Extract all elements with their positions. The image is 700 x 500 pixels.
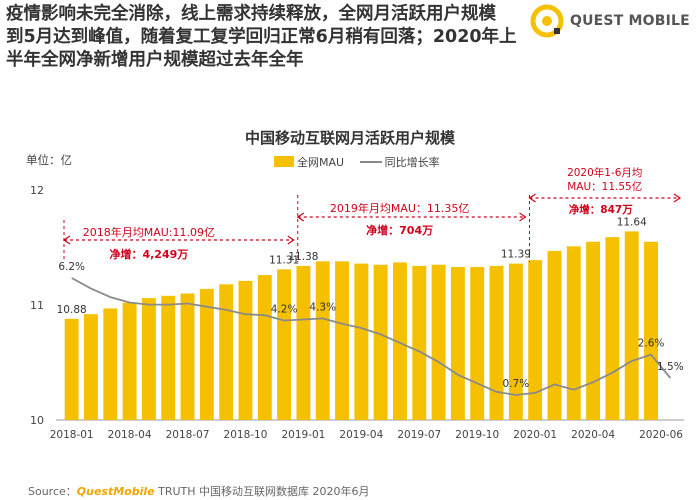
- mau-bar: [547, 250, 562, 420]
- mau-bar: [393, 262, 407, 420]
- annotation-2018-net: 净增：4,249万: [109, 247, 188, 261]
- headline-line-2: 到5月达到峰值，随着复工复学回归正常6月稍有回落；2020年上: [6, 27, 517, 47]
- x-tick-label: 2018-07: [166, 429, 210, 441]
- headline-line-3: 半年全网净新增用户规模超过去年全年: [6, 50, 304, 70]
- x-tick-label: 2020-04: [571, 429, 615, 441]
- annotation-2019-bracket-arrow-left: [296, 212, 305, 222]
- mau-bar: [257, 275, 272, 420]
- annotation-2020-net: 净增：847万: [569, 203, 633, 216]
- annotation-2020-bracket-arrow-right: [673, 193, 682, 203]
- mau-bar: [354, 263, 369, 420]
- logo-text: QUEST MOBILE: [570, 13, 690, 29]
- annotation-2019-bracket-arrow-right: [519, 212, 527, 222]
- x-tick-label: 2019-07: [397, 429, 441, 441]
- mau-bar: [180, 293, 195, 420]
- growth-value-label: 4.3%: [309, 301, 336, 313]
- y-tick-label: 12: [30, 184, 44, 197]
- mau-bar: [566, 246, 581, 420]
- bar-value-label: 11.31: [269, 254, 299, 266]
- growth-value-label: 1.5%: [657, 361, 684, 373]
- x-tick-label: 2019-04: [339, 429, 383, 441]
- mau-bar: [199, 288, 214, 420]
- mau-bar: [644, 241, 658, 420]
- mau-bar: [450, 267, 465, 420]
- unit-label: 单位：亿: [26, 153, 72, 167]
- x-tick-label: 2019-10: [455, 429, 499, 441]
- legend-line-swatch: [359, 161, 382, 163]
- mau-bar: [489, 265, 504, 420]
- x-tick-label: 2019-01: [281, 429, 325, 441]
- annotation-2018-bracket-arrow-left: [62, 235, 71, 245]
- mau-bar: [161, 295, 176, 420]
- x-tick-label: 2018-10: [224, 429, 268, 441]
- growth-value-label: 4.2%: [271, 304, 298, 316]
- legend-item-mau: 全网MAU: [297, 156, 345, 169]
- mau-bar: [586, 241, 601, 420]
- annotation-2018-title: 2018年月均MAU:11.09亿: [83, 225, 215, 239]
- headline: 疫情影响未完全消除，线上需求持续释放，全网月活跃用户规模 到5月达到峰值，随着复…: [6, 3, 517, 72]
- legend-bar-swatch: [274, 156, 294, 167]
- mau-bar: [528, 260, 543, 420]
- mau-bar: [122, 302, 137, 420]
- mau-bar: [605, 237, 620, 420]
- y-tick-label: 10: [30, 414, 44, 427]
- growth-value-label: 6.2%: [58, 261, 85, 273]
- x-tick-label: 2018-04: [108, 429, 152, 441]
- bar-value-label: 11.38: [288, 251, 318, 263]
- bar-value-label: 10.88: [57, 304, 87, 316]
- annotation-2020-title-2: MAU：11.55亿: [567, 180, 642, 193]
- growth-value-label: 0.7%: [503, 378, 530, 390]
- chart-title: 中国移动互联网月活跃用户规模: [244, 129, 455, 147]
- mau-bar: [335, 261, 349, 420]
- source-brand: QuestMobile: [76, 485, 155, 498]
- mau-bar: [219, 284, 234, 420]
- annotation-2020-title-1: 2020年1-6月均: [567, 166, 642, 179]
- legend-item-growth: 同比增长率: [384, 156, 440, 169]
- bar-value-label: 11.64: [617, 216, 647, 228]
- legend: 全网MAU 同比增长率: [271, 154, 440, 170]
- y-tick-label: 11: [30, 299, 44, 312]
- mau-bar: [141, 298, 156, 420]
- mau-bar: [508, 263, 523, 420]
- annotation-2019-title: 2019年月均MAU：11.35亿: [330, 201, 470, 215]
- mau-bar: [277, 269, 292, 420]
- mau-bar: [84, 314, 98, 420]
- x-tick-label: 2018-01: [50, 429, 94, 441]
- growth-value-label: 2.6%: [638, 338, 665, 350]
- mau-bar: [315, 261, 330, 420]
- x-tick-label: 2020-06: [639, 429, 683, 441]
- annotation-2020-bracket-arrow-left: [528, 193, 536, 203]
- bar-value-label: 11.39: [501, 249, 531, 261]
- source-prefix: Source：: [28, 485, 77, 498]
- mau-bar: [412, 265, 427, 420]
- mau-bar: [624, 231, 639, 420]
- source-rest: TRUTH 中国移动互联网数据库 2020年6月: [154, 485, 370, 498]
- questmobile-logo-icon: [530, 4, 564, 38]
- mau-bar: [296, 265, 311, 420]
- annotation-2018-bracket-arrow-right: [287, 235, 295, 245]
- annotation-2019-net: 净增：704万: [366, 223, 433, 237]
- x-tick-label: 2020-01: [513, 429, 557, 441]
- mau-bar: [238, 280, 253, 420]
- mau-bar: [373, 264, 388, 420]
- mau-bar: [470, 267, 485, 420]
- growth-line: [71, 277, 671, 396]
- questmobile-logo: QUEST MOBILE: [530, 4, 695, 38]
- mau-bar: [64, 318, 79, 420]
- headline-line-1: 疫情影响未完全消除，线上需求持续释放，全网月活跃用户规模: [6, 4, 496, 24]
- source-note: Source：QuestMobile TRUTH 中国移动互联网数据库 2020…: [28, 483, 370, 499]
- mau-bar: [103, 308, 118, 420]
- mau-bar: [431, 264, 446, 420]
